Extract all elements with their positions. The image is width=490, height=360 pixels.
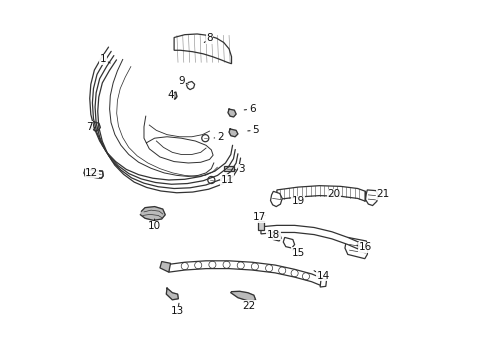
Text: 9: 9 <box>178 76 185 86</box>
Polygon shape <box>171 92 177 99</box>
Polygon shape <box>320 278 326 287</box>
Text: 1: 1 <box>100 54 106 64</box>
Text: 11: 11 <box>220 175 234 185</box>
Text: 15: 15 <box>292 248 305 258</box>
Polygon shape <box>277 186 366 201</box>
Polygon shape <box>166 288 178 300</box>
Text: 17: 17 <box>252 212 266 222</box>
Text: 6: 6 <box>249 104 255 114</box>
Polygon shape <box>270 233 281 241</box>
Text: 4: 4 <box>167 90 174 100</box>
Polygon shape <box>366 190 378 206</box>
Polygon shape <box>229 129 238 137</box>
Bar <box>258 221 264 230</box>
Text: 2: 2 <box>217 132 223 143</box>
Text: 12: 12 <box>85 168 98 178</box>
Text: 3: 3 <box>238 165 245 174</box>
Polygon shape <box>174 34 232 64</box>
Text: 13: 13 <box>171 306 184 316</box>
Text: 8: 8 <box>206 33 213 43</box>
Text: 7: 7 <box>86 122 92 132</box>
Text: 10: 10 <box>148 221 161 231</box>
Bar <box>224 166 234 171</box>
Polygon shape <box>228 109 236 117</box>
Text: 5: 5 <box>252 125 259 135</box>
Polygon shape <box>84 169 103 178</box>
Text: 14: 14 <box>317 271 330 281</box>
Text: 19: 19 <box>292 196 305 206</box>
Text: 18: 18 <box>267 230 280 240</box>
Text: 16: 16 <box>359 242 372 252</box>
Polygon shape <box>160 261 171 272</box>
Polygon shape <box>283 238 294 248</box>
Text: 20: 20 <box>327 189 340 199</box>
Polygon shape <box>270 192 282 207</box>
Polygon shape <box>345 238 368 259</box>
Polygon shape <box>261 225 358 249</box>
Polygon shape <box>91 122 100 131</box>
Text: 22: 22 <box>242 301 255 311</box>
Text: 21: 21 <box>377 189 390 199</box>
Polygon shape <box>231 291 256 301</box>
Polygon shape <box>169 261 323 286</box>
Polygon shape <box>141 207 165 220</box>
